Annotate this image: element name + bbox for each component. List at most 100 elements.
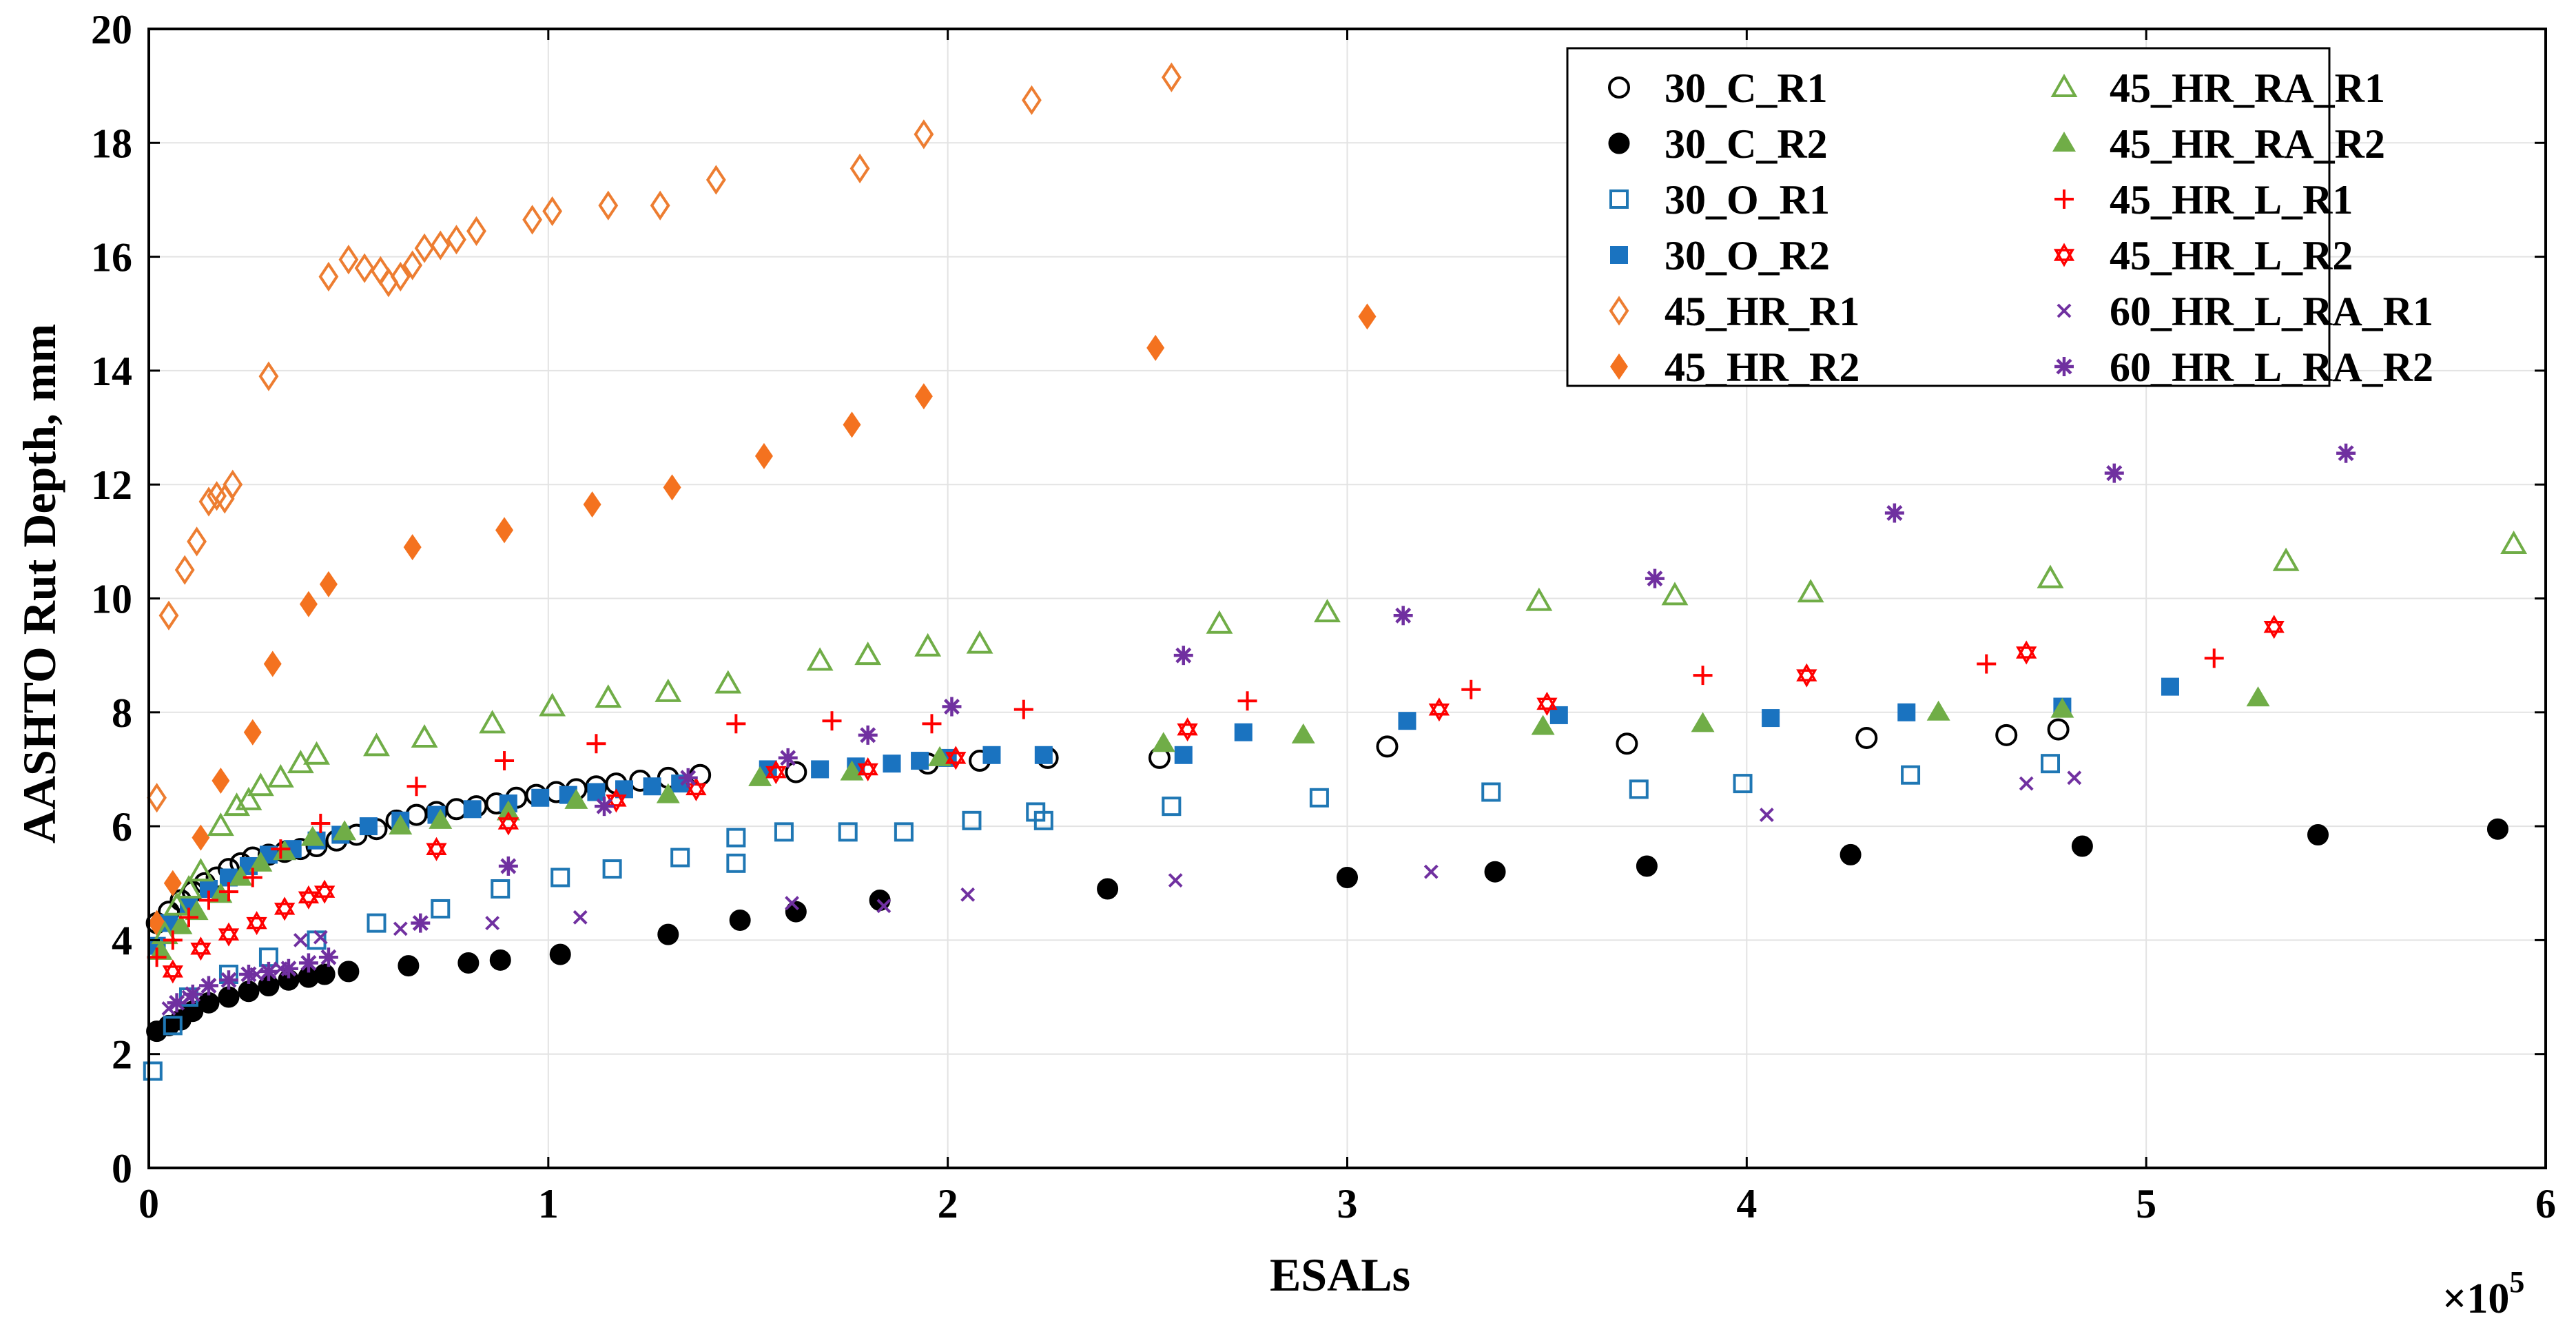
data-point [495,751,515,771]
marker-stroke [190,943,212,961]
data-point [466,216,486,247]
data-point [163,892,191,916]
data-point [238,964,258,984]
data-point [1033,810,1053,830]
data-point [198,890,218,910]
data-point [542,196,563,227]
data-point [303,741,330,765]
legend-label: 45_HR_RA_R1 [2110,65,2385,111]
data-point [606,788,627,813]
legend-marker [2053,243,2075,267]
data-point [187,526,207,557]
data-point [411,724,438,748]
data-point [1173,646,1193,666]
data-point [218,882,238,902]
marker-stroke [218,922,240,941]
data-point [1693,666,1713,686]
data-point [1234,723,1253,741]
data-point [338,245,359,275]
marker-stroke [246,916,267,936]
data-point [1423,864,1439,879]
data-point [785,761,807,783]
data-point [1291,723,1315,743]
marker-stroke [280,961,297,977]
data-point [426,837,447,861]
data-point [2263,615,2285,639]
data-point [531,788,550,807]
marker-stroke [426,843,447,861]
legend-entry: 30_C_R2 [1608,121,1828,167]
data-point [485,916,500,931]
marker-stroke [485,916,500,931]
data-point [858,725,878,745]
data-point [595,684,622,708]
data-point [2067,770,2082,786]
marker-stroke [190,936,212,955]
data-point [2161,677,2179,696]
data-point [298,885,320,910]
data-point [583,491,601,518]
data-point [843,411,861,438]
marker-stroke [293,932,308,947]
data-point [299,591,318,617]
data-point [748,766,772,786]
y-tick-label: 18 [91,121,132,166]
data-point [657,923,679,945]
legend-entry: 45_HR_L_R1 [2054,177,2353,223]
legend-marker [2057,303,2072,318]
data-point [942,697,962,717]
data-point [147,783,167,813]
data-point [406,777,426,797]
data-point [539,692,566,717]
axes [147,28,2547,1169]
x-tick-label: 2 [938,1181,958,1227]
y-tick-label: 2 [112,1032,132,1078]
data-point [811,760,830,779]
data-point [587,783,606,801]
data-point [271,839,291,859]
data-point [1337,866,1358,888]
data-point [430,230,451,260]
data-point [1314,599,1341,623]
marker-stroke [313,879,336,898]
x-axis-multiplier-base: ×10 [2442,1275,2509,1322]
marker-stroke [162,959,183,978]
data-point [319,571,338,597]
data-point [1161,62,1182,92]
marker-stroke [1796,663,1817,681]
marker-stroke [1168,873,1183,888]
data-point [147,947,167,967]
data-point [1796,663,1817,688]
data-point [489,949,511,971]
data-point [258,961,278,981]
data-point [966,630,993,654]
data-point [367,913,387,933]
marker-stroke [2057,303,2072,318]
data-point [595,797,615,817]
data-point [218,986,240,1008]
legend: 30_C_R1 30_C_R2 30_O_R1 30_O_R2 45_HR_R1 45_H… [1566,47,2433,390]
marker-stroke [1536,697,1558,716]
marker-stroke [1796,669,1817,688]
marker-stroke [2263,621,2285,639]
data-point [463,800,482,819]
data-point [2246,686,2270,707]
y-tick-label: 20 [91,7,132,52]
marker-stroke [686,777,707,796]
data-point [1762,709,1780,728]
x-tick-label: 5 [2136,1181,2156,1227]
data-point [158,600,179,630]
marker-stroke [680,770,697,786]
x-tick-label: 0 [138,1181,159,1227]
data-point [550,868,570,887]
data-point [945,746,967,770]
data-point [149,939,173,960]
data-point [883,755,901,773]
series-45-hr-ra-r1 [151,530,2528,945]
series-45-hr-l-r2 [162,615,2285,984]
data-point [1013,699,1033,719]
marker-stroke [686,783,707,801]
data-point [911,752,929,770]
marker-stroke [860,727,876,743]
marker-stroke [260,963,277,980]
